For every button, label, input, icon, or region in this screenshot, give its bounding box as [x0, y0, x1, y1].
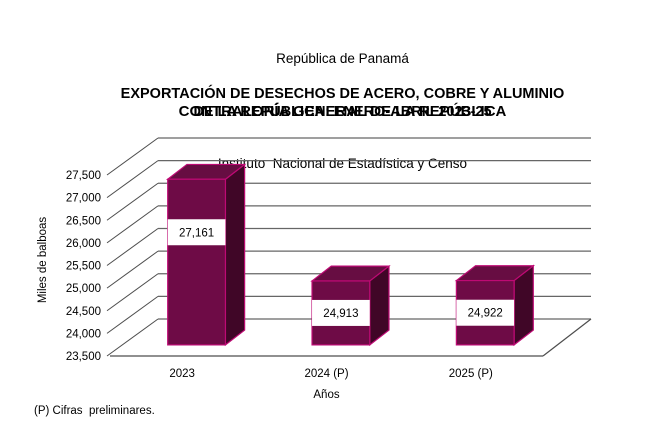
y-tick-label: 26,500: [66, 215, 101, 227]
category-label: 2024 (P): [304, 368, 348, 380]
y-tick-label: 25,500: [66, 261, 101, 273]
y-gridline-diagonal: [106, 182, 159, 221]
y-gridline-diagonal: [106, 318, 159, 357]
y-tick-label: 24,500: [66, 306, 101, 318]
value-label-box: [312, 299, 370, 326]
header-institution: CONTRALORÍA GENERAL DE LA REPÚBLICA: [178, 102, 507, 120]
value-label: 27,161: [179, 227, 214, 239]
header-subinstitution: Instituto Nacional de Estadística y Cens…: [217, 156, 468, 171]
value-label: 24,913: [323, 308, 358, 320]
bar-2024 (P): 24,913: [310, 264, 391, 347]
bar-side-face: [224, 163, 246, 347]
y-gridline-diagonal: [106, 137, 159, 176]
bar-2025 (P): 24,922: [454, 264, 536, 347]
bar-2023: 27,161: [165, 163, 247, 347]
y-gridline-diagonal: [106, 273, 159, 312]
y-gridline-diagonal: [106, 295, 159, 334]
category-label: 2025 (P): [449, 368, 493, 380]
floor-right-edge: [542, 318, 592, 357]
chart-title: EXPORTACIÓN DE DESECHOS DE ACERO, COBRE …: [28, 86, 657, 121]
y-tick-label: 27,500: [66, 170, 101, 182]
chart-title-line2: DE LA REPÚBLICA: ENERO-ABRIL 2023-25: [193, 103, 492, 120]
category-label: 2023: [169, 368, 195, 380]
value-label-box: [167, 219, 226, 246]
y-gridline-diagonal: [106, 205, 159, 244]
x-axis-title: Años: [313, 389, 339, 401]
report-header: República de Panamá CONTRALORÍA GENERAL …: [28, 15, 657, 190]
header-country: República de Panamá: [276, 51, 409, 66]
y-gridline-diagonal: [106, 160, 159, 199]
y-tick-label: 26,000: [66, 238, 101, 250]
y-tick-label: 27,000: [66, 193, 101, 205]
value-label: 24,922: [468, 308, 503, 320]
bar-front-face: [167, 178, 227, 346]
y-tick-label: 25,000: [66, 283, 101, 295]
y-tick-label: 24,000: [66, 328, 101, 340]
value-label-box: [456, 299, 515, 326]
y-gridline-diagonal: [106, 250, 159, 289]
chart-title-line1: EXPORTACIÓN DE DESECHOS DE ACERO, COBRE …: [120, 86, 565, 102]
y-gridline-diagonal: [106, 228, 159, 266]
y-tick-label: 23,500: [66, 351, 101, 363]
y-axis-title: Miles de balboas: [37, 217, 49, 304]
footnote: (P) Cifras preliminares.: [34, 405, 155, 417]
